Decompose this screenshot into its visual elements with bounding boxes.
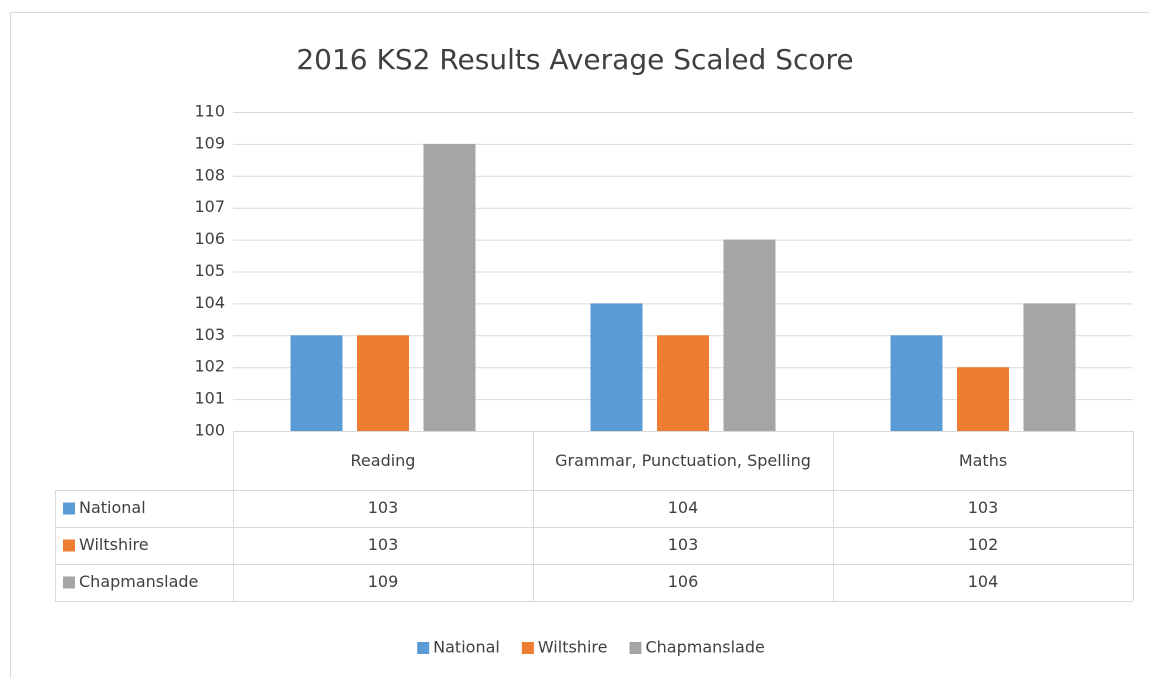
bar [423, 143, 476, 431]
chart-title: 2016 KS2 Results Average Scaled Score [296, 43, 853, 76]
bar [1023, 303, 1076, 431]
table-value: 103 [668, 535, 699, 554]
table-value: 102 [968, 535, 999, 554]
legend-key [521, 642, 534, 654]
table-value: 103 [368, 535, 399, 554]
legend-label: Chapmanslade [645, 638, 764, 657]
legend-key [629, 642, 642, 654]
legend-key [63, 539, 75, 552]
category-cell: Reading [350, 450, 416, 470]
y-tick-label: 100 [194, 421, 225, 440]
x-tick-label: Maths [958, 450, 1008, 470]
y-tick-label: 109 [194, 133, 225, 152]
table-value: 106 [668, 572, 699, 591]
bar [657, 335, 709, 431]
y-tick-label: 104 [194, 293, 225, 312]
category-cell: Maths [958, 450, 1008, 470]
row-label: National [79, 498, 146, 517]
bar [957, 367, 1009, 431]
bar [590, 303, 643, 431]
legend-key [63, 502, 75, 515]
bar [290, 335, 343, 431]
bar [357, 335, 409, 431]
table-value: 104 [668, 498, 699, 517]
y-tick-label: 105 [194, 261, 225, 280]
row-label: Chapmanslade [79, 572, 198, 591]
y-tick-label: 103 [194, 325, 225, 344]
legend-key [63, 576, 75, 589]
table-value: 103 [368, 498, 399, 517]
legend-key [417, 642, 430, 654]
category-cell: Grammar, Punctuation, Spelling [555, 450, 811, 470]
y-tick-label: 101 [194, 389, 225, 408]
legend-item: Chapmanslade [629, 638, 765, 657]
y-tick-label: 107 [194, 197, 225, 216]
y-tick-label: 102 [194, 357, 225, 376]
legend-label: Wiltshire [538, 638, 608, 657]
legend-item: Wiltshire [521, 638, 608, 657]
y-tick-label: 108 [194, 165, 225, 184]
table-value: 103 [968, 498, 999, 517]
row-label: Wiltshire [79, 535, 149, 554]
y-tick-label: 110 [194, 102, 225, 121]
bar [890, 335, 943, 431]
x-tick-label: Reading [350, 450, 416, 470]
legend-item: National [417, 638, 500, 657]
bar [723, 239, 776, 431]
legend-label: National [433, 638, 500, 657]
x-tick-label: Grammar, Punctuation, Spelling [555, 450, 811, 470]
table-value: 104 [968, 572, 999, 591]
table-value: 109 [368, 572, 399, 591]
y-tick-label: 106 [194, 229, 225, 248]
